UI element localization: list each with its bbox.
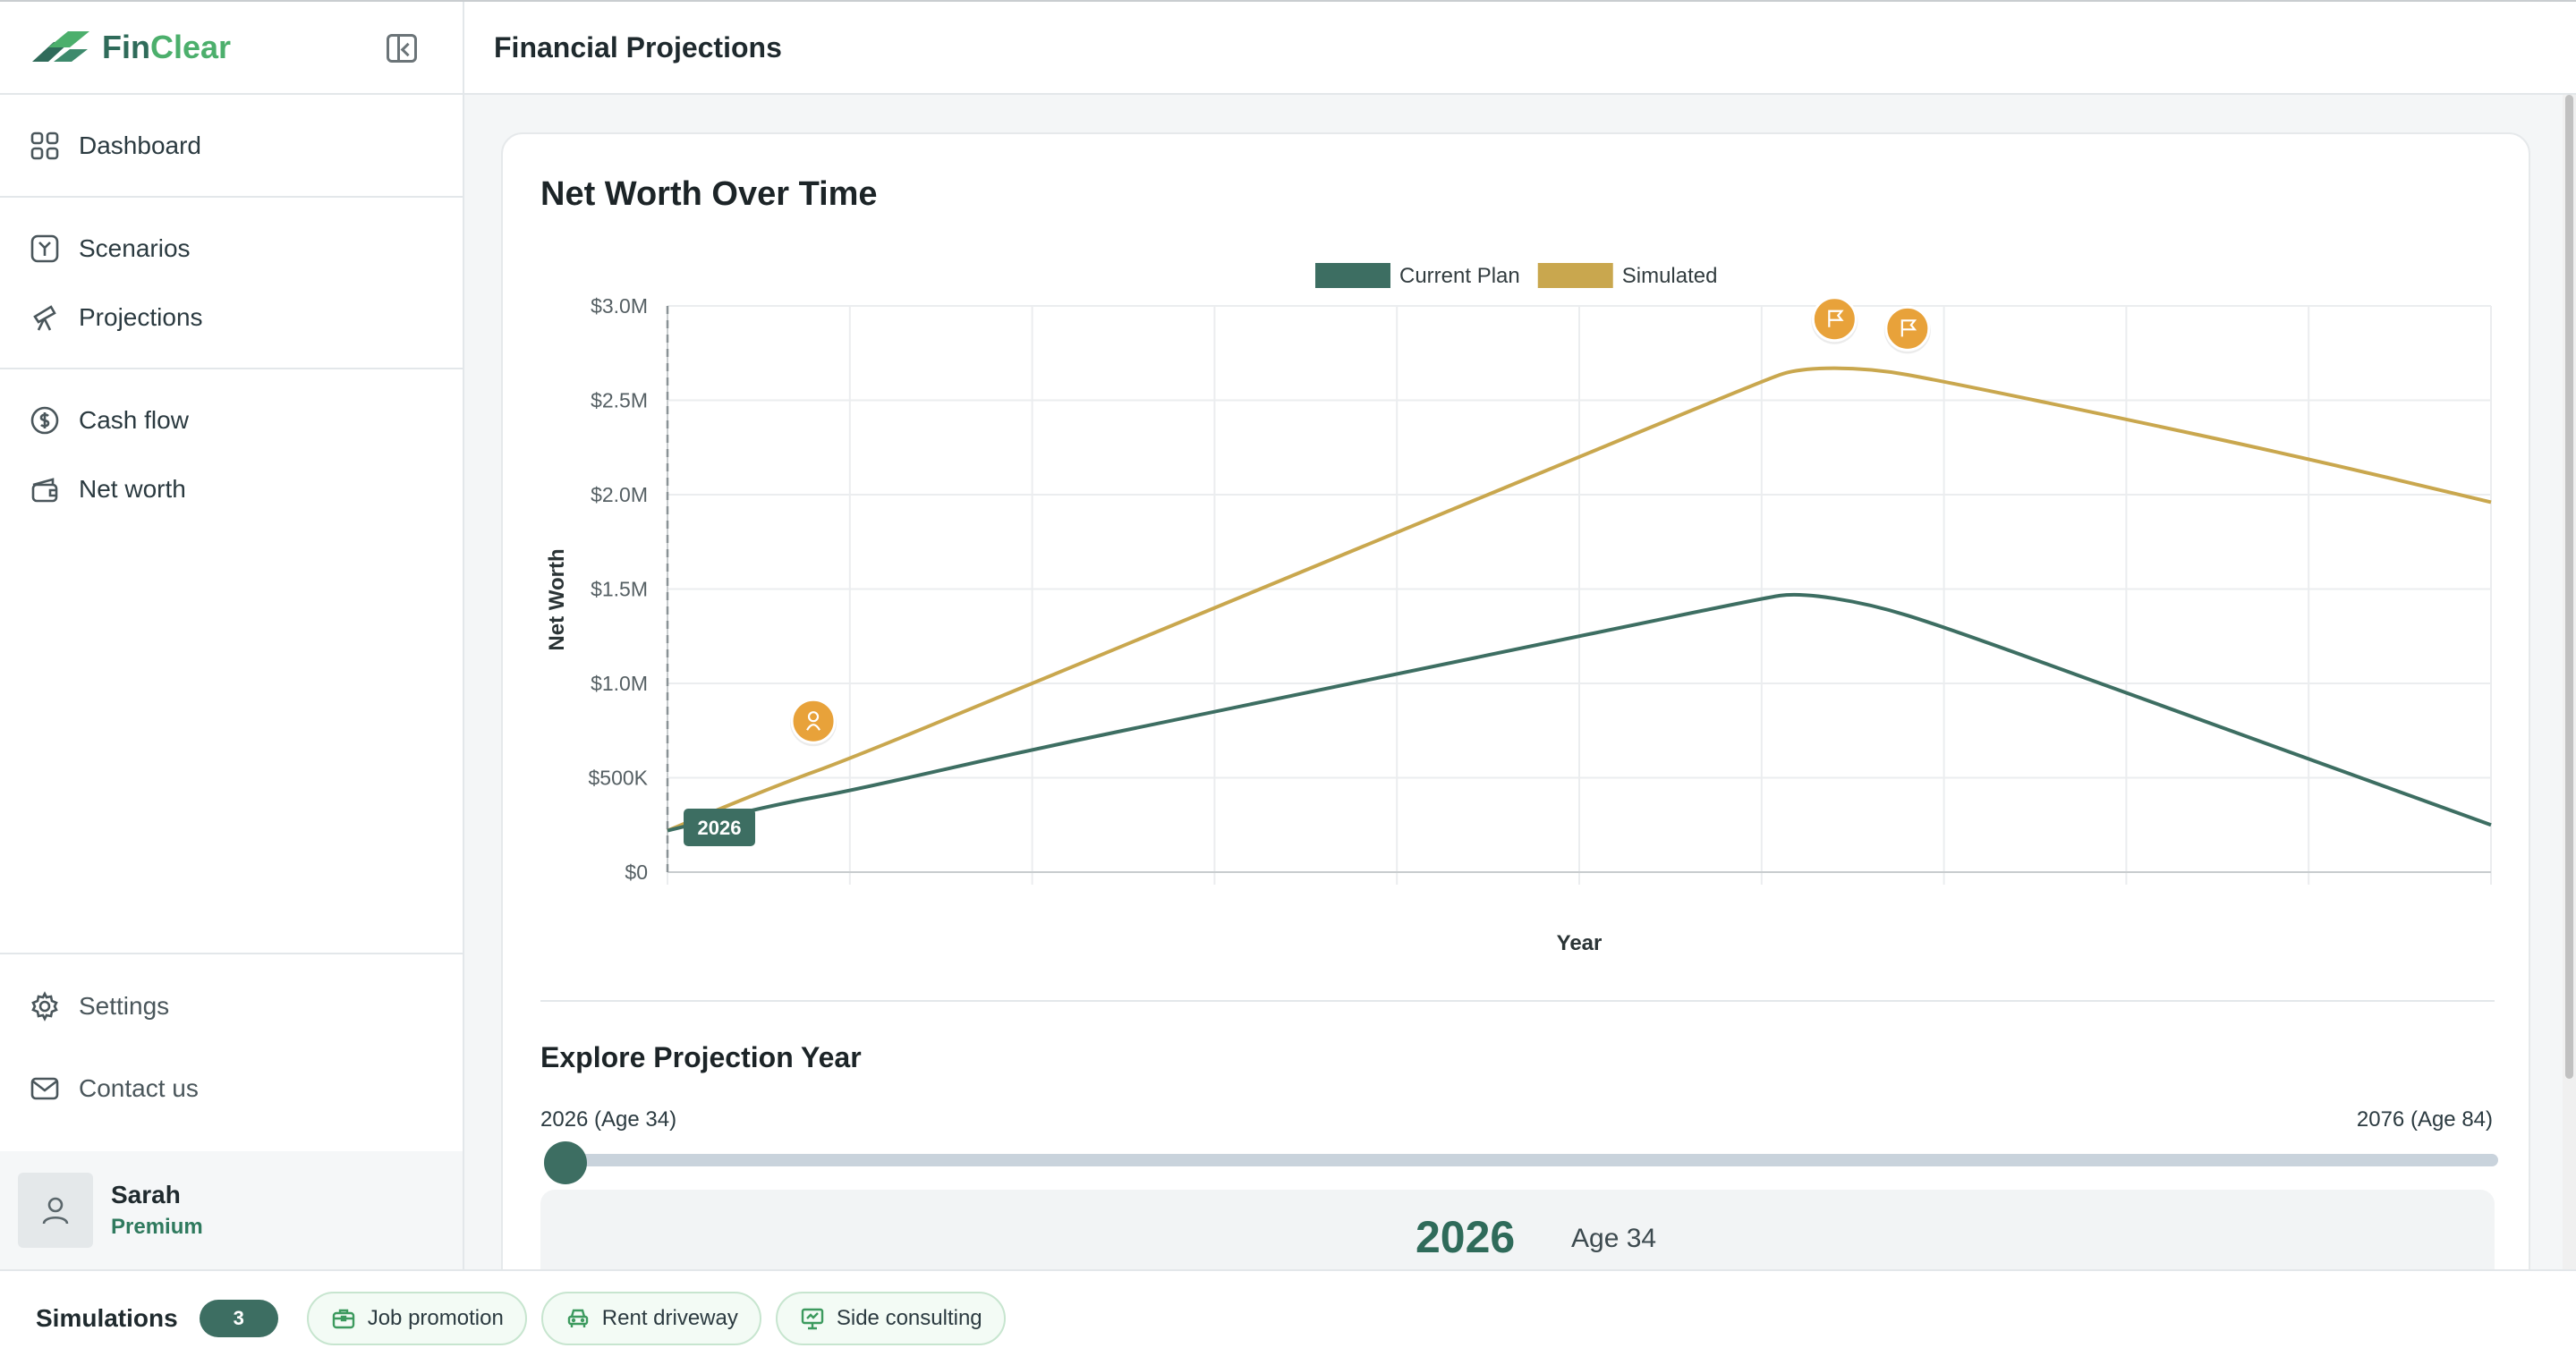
current-year-badge-label: 2026 (698, 817, 742, 839)
sidebar-item-scenarios[interactable]: Scenarios (0, 214, 463, 283)
presentation-icon (799, 1305, 826, 1332)
page-title: Financial Projections (494, 30, 782, 64)
legend-swatch (1315, 263, 1390, 288)
series-line-simulated (667, 366, 2492, 833)
simulations-count-badge: 3 (199, 1299, 278, 1337)
brand: FinClear (0, 2, 463, 95)
explore-title: Explore Projection Year (540, 1041, 862, 1073)
sidebar-item-dashboard[interactable]: Dashboard (0, 111, 463, 180)
net-worth-chart: $0 $500K $1.0M $1.5M $2.0M $2.5M $3.0M Year Net … (545, 263, 2492, 955)
y-tick-label: $500K (588, 767, 648, 790)
sidebar-item-label: Projections (79, 302, 203, 331)
person-icon (807, 711, 820, 723)
section-divider (540, 1000, 2495, 1002)
y-tick-label: $2.0M (591, 483, 648, 506)
x-axis-label: Year (1557, 931, 1603, 955)
chip-label: Rent driveway (601, 1305, 738, 1330)
mail-icon (29, 1072, 61, 1105)
sidebar-item-settings[interactable]: Settings (0, 965, 463, 1047)
collapse-sidebar-icon[interactable] (387, 34, 417, 63)
wallet-icon (29, 473, 61, 505)
nav-group-main: Dashboard (0, 95, 463, 198)
sidebar-item-projections[interactable]: Projections (0, 283, 463, 352)
chip-label: Side consulting (836, 1305, 982, 1330)
sidebar-item-net-worth[interactable]: Net worth (0, 454, 463, 523)
legend-label: Current Plan (1399, 264, 1520, 288)
simulations-bar: Simulations 3 Job promotion Rent drivewa… (0, 1269, 2576, 1365)
legend-swatch (1537, 263, 1613, 288)
person-icon-body (806, 724, 820, 731)
series-line-current-plan (667, 592, 2492, 833)
nav-group-finance: Cash flow Net worth (0, 369, 463, 539)
user-card[interactable]: Sarah Premium (0, 1151, 463, 1269)
simulations-label: Simulations (36, 1303, 178, 1332)
sidebar: FinClear Dashboard Scenarios Projections (0, 2, 464, 1269)
brand-fin: Fin (102, 29, 150, 65)
top-border (0, 0, 2576, 2)
gear-icon (29, 990, 61, 1022)
brand-name: FinClear (102, 29, 231, 66)
y-tick-label: $0 (625, 861, 648, 884)
user-plan: Premium (111, 1215, 203, 1239)
year-slider[interactable] (544, 1141, 2498, 1184)
brand-clear: Clear (149, 29, 232, 65)
range-start-label: 2026 (Age 34) (540, 1107, 677, 1132)
sidebar-item-label: Net worth (79, 474, 186, 503)
page-scrollbar[interactable] (2563, 95, 2576, 1269)
sidebar-item-label: Settings (79, 992, 170, 1020)
chip-rent-driveway[interactable]: Rent driveway (540, 1291, 761, 1345)
y-tick-label: $1.0M (591, 672, 648, 695)
flag-icon (1900, 319, 1917, 337)
selected-age: Age 34 (1571, 1224, 1657, 1253)
sidebar-item-contact[interactable]: Contact us (0, 1047, 463, 1130)
page-header: Financial Projections (464, 2, 2576, 95)
user-icon (42, 1197, 69, 1225)
selected-year: 2026 (1416, 1212, 1516, 1262)
y-tick-label: $2.5M (591, 389, 648, 412)
net-worth-card: Net Worth Over Time $0 $500K $1.0M $1.5M $2.… (501, 132, 2530, 1295)
briefcase-icon (330, 1305, 357, 1332)
sidebar-item-label: Contact us (79, 1074, 199, 1102)
chip-side-consulting[interactable]: Side consulting (775, 1291, 1006, 1345)
sidebar-item-label: Cash flow (79, 405, 189, 434)
grid-icon (29, 130, 61, 162)
sidebar-item-label: Dashboard (79, 131, 201, 159)
slider-thumb[interactable] (544, 1141, 587, 1184)
logo-icon (32, 31, 89, 62)
chip-label: Job promotion (367, 1305, 504, 1330)
chip-job-promotion[interactable]: Job promotion (306, 1291, 527, 1345)
scroll-thumb[interactable] (2565, 95, 2573, 1079)
range-end-label: 2076 (Age 84) (2356, 1107, 2493, 1132)
y-tick-label: $1.5M (591, 578, 648, 601)
legend-label: Simulated (1622, 264, 1718, 288)
sidebar-item-cash-flow[interactable]: Cash flow (0, 386, 463, 454)
y-axis-label: Net Worth (545, 548, 569, 650)
user-info: Sarah Premium (111, 1181, 203, 1240)
chart-title: Net Worth Over Time (540, 175, 878, 213)
car-icon (565, 1305, 591, 1332)
dollar-circle-icon (29, 404, 61, 437)
flag-icon (1828, 309, 1844, 327)
y-tick-label: $3.0M (591, 294, 648, 318)
telescope-icon (29, 301, 61, 334)
nav-bottom: Settings Contact us (0, 953, 463, 1130)
current-year-badge (684, 809, 755, 846)
sidebar-item-label: Scenarios (79, 233, 191, 262)
user-name: Sarah (111, 1181, 181, 1208)
nav-group-planning: Scenarios Projections (0, 198, 463, 369)
scenarios-icon (29, 233, 61, 265)
avatar (18, 1173, 93, 1248)
